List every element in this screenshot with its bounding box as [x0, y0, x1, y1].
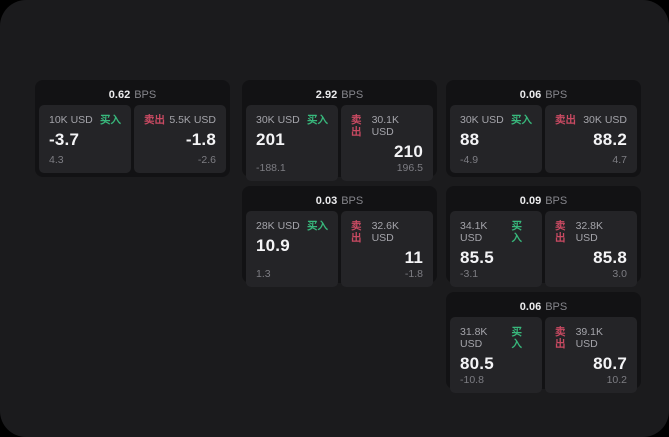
buy-sub-value: -3.1 [460, 268, 479, 280]
sell-amount: 32.8K USD [575, 220, 604, 244]
quote-card: 0.06 BPS 31.8K USD 买入 80.5 -10.8 卖出 39.1… [446, 292, 641, 393]
buy-price: 85.5 [460, 248, 494, 267]
sell-price: 85.8 [593, 248, 627, 267]
sell-sub-value: 4.7 [612, 154, 627, 166]
buy-amount: 10K USD [49, 114, 93, 126]
buy-sub-value: -188.1 [256, 162, 286, 174]
sell-sub-value: 196.5 [396, 162, 423, 174]
sell-sub-value: -2.6 [197, 154, 216, 166]
sell-tag: 卖出 [555, 326, 566, 350]
sell-price: 11 [404, 248, 423, 267]
buy-price: -3.7 [49, 130, 80, 149]
buy-sub-value: -10.8 [460, 374, 484, 386]
buy-tag: 买入 [100, 114, 121, 126]
buy-amount: 30K USD [460, 114, 504, 126]
bps-header: 0.06 BPS [450, 296, 637, 317]
buy-panel[interactable]: 28K USD 买入 10.9 1.3 [246, 211, 338, 287]
quote-card: 0.06 BPS 30K USD 买入 88 -4.9 卖出 30K USD 8… [446, 80, 641, 177]
bps-value: 2.92 [315, 88, 338, 101]
bps-unit-label: BPS [545, 194, 568, 207]
buy-price: 10.9 [256, 236, 290, 255]
buy-sub-value: 4.3 [49, 154, 64, 166]
buy-panel[interactable]: 30K USD 买入 88 -4.9 [450, 105, 542, 173]
sell-amount: 5.5K USD [169, 114, 216, 126]
sell-panel[interactable]: 卖出 32.6K USD 11 -1.8 [341, 211, 433, 287]
quote-card: 0.03 BPS 28K USD 买入 10.9 1.3 卖出 32.6K US… [242, 186, 437, 287]
sell-tag: 卖出 [144, 114, 165, 126]
bps-header: 2.92 BPS [246, 84, 433, 105]
sell-tag: 卖出 [555, 114, 576, 126]
sell-panel[interactable]: 卖出 30.1K USD 210 196.5 [341, 105, 433, 181]
buy-amount: 28K USD [256, 220, 300, 232]
sell-panel[interactable]: 卖出 5.5K USD -1.8 -2.6 [134, 105, 226, 173]
bps-header: 0.06 BPS [450, 84, 637, 105]
sell-tag: 卖出 [555, 220, 566, 244]
buy-tag: 买入 [511, 220, 522, 244]
sell-amount: 30.1K USD [371, 114, 400, 138]
sell-panel[interactable]: 卖出 32.8K USD 85.8 3.0 [545, 211, 637, 287]
buy-amount: 30K USD [256, 114, 300, 126]
bps-unit-label: BPS [341, 194, 364, 207]
bps-value: 0.09 [519, 194, 542, 207]
sell-sub-value: 3.0 [612, 268, 627, 280]
buy-price: 88 [460, 130, 480, 149]
buy-panel[interactable]: 10K USD 买入 -3.7 4.3 [39, 105, 131, 173]
bps-value: 0.06 [519, 300, 542, 313]
bps-unit-label: BPS [545, 300, 568, 313]
sell-tag: 卖出 [351, 114, 362, 138]
buy-price: 80.5 [460, 354, 494, 373]
buy-price: 201 [256, 130, 285, 149]
buy-tag: 买入 [511, 326, 522, 350]
sell-amount: 30K USD [583, 114, 627, 126]
buy-panel[interactable]: 34.1K USD 买入 85.5 -3.1 [450, 211, 542, 287]
buy-sub-value: 1.3 [256, 268, 271, 280]
buy-amount: 31.8K USD [460, 326, 488, 350]
quote-card: 2.92 BPS 30K USD 买入 201 -188.1 卖出 30.1K … [242, 80, 437, 181]
bps-header: 0.09 BPS [450, 190, 637, 211]
sell-sub-value: 10.2 [606, 374, 627, 386]
sell-price: 210 [394, 142, 423, 161]
sell-panel[interactable]: 卖出 39.1K USD 80.7 10.2 [545, 317, 637, 393]
buy-tag: 买入 [307, 114, 328, 126]
bps-unit-label: BPS [545, 88, 568, 101]
quote-card: 0.62 BPS 10K USD 买入 -3.7 4.3 卖出 5.5K USD… [35, 80, 230, 177]
buy-panel[interactable]: 31.8K USD 买入 80.5 -10.8 [450, 317, 542, 393]
bps-value: 0.03 [315, 194, 338, 207]
sell-sub-value: -1.8 [404, 268, 423, 280]
bps-value: 0.62 [108, 88, 131, 101]
buy-sub-value: -4.9 [460, 154, 479, 166]
buy-tag: 买入 [511, 114, 532, 126]
bps-value: 0.06 [519, 88, 542, 101]
sell-price: -1.8 [185, 130, 216, 149]
quote-card: 0.09 BPS 34.1K USD 买入 85.5 -3.1 卖出 32.8K… [446, 186, 641, 287]
bps-header: 0.62 BPS [39, 84, 226, 105]
buy-tag: 买入 [307, 220, 328, 232]
bps-unit-label: BPS [134, 88, 157, 101]
sell-price: 88.2 [593, 130, 627, 149]
buy-panel[interactable]: 30K USD 买入 201 -188.1 [246, 105, 338, 181]
sell-panel[interactable]: 卖出 30K USD 88.2 4.7 [545, 105, 637, 173]
bps-header: 0.03 BPS [246, 190, 433, 211]
sell-tag: 卖出 [351, 220, 362, 244]
bps-unit-label: BPS [341, 88, 364, 101]
sell-price: 80.7 [593, 354, 627, 373]
buy-amount: 34.1K USD [460, 220, 488, 244]
sell-amount: 32.6K USD [371, 220, 400, 244]
sell-amount: 39.1K USD [575, 326, 604, 350]
